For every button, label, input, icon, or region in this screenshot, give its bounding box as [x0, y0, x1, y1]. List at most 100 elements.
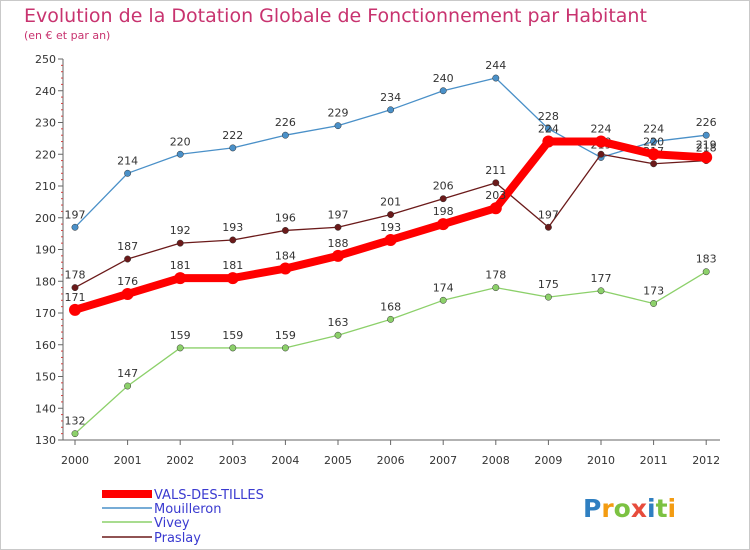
- data-point: [71, 430, 79, 438]
- data-point: [69, 303, 81, 316]
- data-label: 175: [538, 278, 559, 291]
- data-label: 192: [170, 224, 191, 237]
- data-label: 147: [117, 367, 138, 380]
- data-label: 211: [485, 164, 506, 177]
- data-point: [492, 74, 500, 82]
- y-tick-label: 210: [35, 180, 56, 193]
- logo-letter: t: [656, 494, 668, 523]
- legend-label: VALS-DES-TILLES: [154, 488, 264, 503]
- data-label: 228: [538, 110, 559, 123]
- legend-label: Vivey: [154, 516, 190, 531]
- data-point: [281, 131, 289, 139]
- data-label: 183: [696, 253, 717, 266]
- data-label: 193: [222, 221, 243, 234]
- proxiti-logo-text: Proxiti: [583, 494, 676, 523]
- data-point: [595, 135, 607, 148]
- data-point: [281, 227, 289, 234]
- data-point: [226, 272, 239, 285]
- x-tick-label: 2002: [166, 454, 194, 467]
- data-label: 178: [65, 269, 86, 282]
- x-tick-label: 2008: [482, 454, 510, 467]
- axes: 130 140 150 160 170 180 190 200 210 220 230 240 250 2…: [35, 53, 720, 467]
- data-point: [492, 179, 500, 187]
- data-point: [650, 160, 658, 168]
- data-label: 177: [591, 272, 612, 285]
- data-label: 197: [65, 208, 86, 221]
- x-tick-label: 2005: [324, 454, 352, 467]
- y-tick-label: 170: [35, 307, 56, 320]
- data-label: 173: [643, 284, 664, 297]
- y-tick-label: 140: [35, 402, 56, 415]
- data-point: [489, 202, 502, 215]
- data-point: [544, 125, 552, 133]
- data-label: 219: [696, 138, 717, 151]
- data-label: 244: [485, 59, 506, 72]
- data-label: 220: [170, 135, 191, 148]
- data-label: 224: [643, 123, 664, 136]
- data-label: 176: [117, 275, 138, 288]
- logo-letter: x: [631, 494, 647, 523]
- data-label: 222: [222, 129, 243, 142]
- legend-label: Mouilleron: [154, 502, 222, 517]
- data-point: [334, 223, 342, 231]
- x-tick-label: 2007: [429, 454, 457, 467]
- series-praslay: 178187192193196197201206211197220217218: [65, 135, 717, 292]
- data-point: [702, 268, 710, 276]
- data-point: [542, 135, 555, 148]
- x-tick-label: 2012: [692, 454, 720, 467]
- data-label: 197: [328, 208, 349, 221]
- data-point: [492, 284, 500, 292]
- data-label: 203: [485, 189, 506, 202]
- data-point: [439, 296, 447, 304]
- data-label: 224: [591, 123, 612, 136]
- logo-letter: i: [668, 494, 677, 523]
- data-point: [279, 262, 292, 275]
- y-tick-label: 180: [35, 275, 56, 288]
- logo-letter: i: [647, 494, 656, 523]
- data-point: [597, 150, 605, 158]
- data-point: [439, 87, 447, 95]
- data-label: 226: [696, 116, 717, 129]
- data-point: [387, 211, 395, 219]
- series-vivey: 132 147 159 159 159 163 168 174 178 175 177 173 183: [65, 253, 717, 438]
- y-tick-label: 150: [35, 371, 56, 384]
- chart-subtitle: (en € et par an): [24, 29, 110, 42]
- logo-letter: r: [601, 494, 614, 523]
- series-line: [74, 271, 707, 435]
- y-tick-label: 130: [35, 434, 56, 447]
- data-point: [387, 315, 395, 323]
- data-label: 224: [538, 123, 559, 136]
- data-point: [647, 148, 660, 161]
- data-label: 187: [117, 240, 138, 253]
- x-tick-label: 2009: [534, 454, 562, 467]
- proxiti-logo: Proxiti: [583, 494, 676, 523]
- series-layer: 1972142202222262292342402442282192242261…: [65, 59, 717, 438]
- data-point: [544, 293, 552, 301]
- data-point: [176, 150, 184, 158]
- data-point: [124, 169, 132, 177]
- data-point: [229, 344, 237, 352]
- data-label: 184: [275, 250, 296, 263]
- data-point: [544, 223, 552, 231]
- data-point: [650, 300, 658, 307]
- data-point: [384, 233, 397, 246]
- y-tick-label: 190: [35, 244, 56, 257]
- data-label: 181: [222, 259, 243, 272]
- x-tick-label: 2003: [219, 454, 247, 467]
- data-point: [597, 287, 605, 295]
- y-tick-label: 250: [35, 53, 56, 66]
- y-tick-label: 160: [35, 339, 56, 352]
- data-label: 174: [433, 281, 454, 294]
- data-point: [124, 382, 132, 390]
- data-point: [176, 344, 184, 352]
- data-point: [332, 249, 344, 262]
- data-point: [174, 272, 187, 285]
- x-tick-label: 2000: [61, 454, 89, 467]
- data-label: 226: [275, 116, 296, 129]
- data-label: 198: [433, 205, 454, 218]
- data-point: [387, 106, 395, 114]
- series-mouilleron: 197 214 220 222 226 229 234 240 244 228 219 224 226: [65, 59, 717, 231]
- logo-letter: o: [614, 494, 631, 523]
